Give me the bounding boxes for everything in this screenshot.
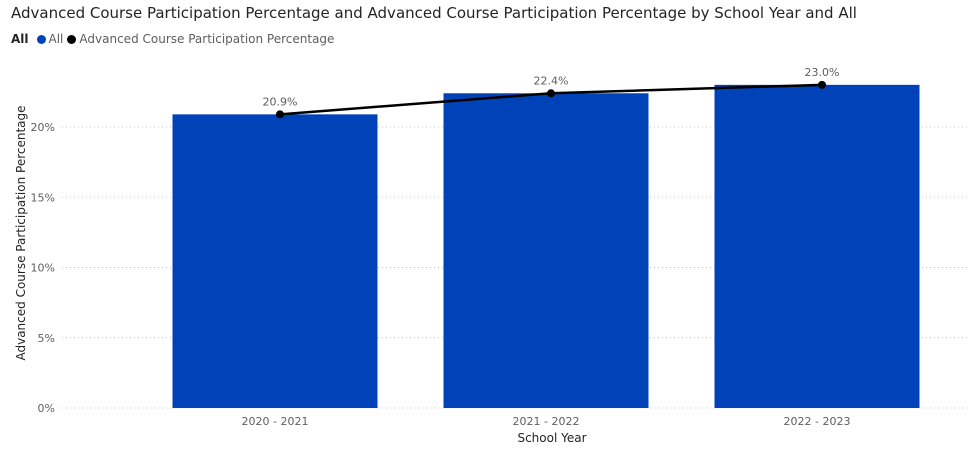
x-tick-label: 2022 - 2023 <box>784 415 851 428</box>
line-point <box>547 89 555 98</box>
chart-legend: All All Advanced Course Participation Pe… <box>11 32 338 46</box>
x-axis-title: School Year <box>517 431 586 445</box>
legend-item-participation[interactable]: Advanced Course Participation Percentage <box>67 32 334 46</box>
data-label: 23.0% <box>805 66 840 79</box>
y-tick-label: 0% <box>38 402 55 415</box>
data-label: 22.4% <box>534 74 569 87</box>
bar <box>172 114 378 408</box>
y-tick-label: 5% <box>38 332 55 345</box>
legend-label: All <box>48 32 64 46</box>
bar <box>714 84 920 408</box>
legend-dot-icon <box>67 34 77 44</box>
legend-label: Advanced Course Participation Percentage <box>79 32 335 46</box>
x-tick-label: 2020 - 2021 <box>242 415 309 428</box>
bar <box>443 93 649 408</box>
y-axis-title: Advanced Course Participation Percentage <box>14 105 28 360</box>
data-label: 20.9% <box>263 95 298 108</box>
x-tick-label: 2021 - 2022 <box>513 415 580 428</box>
chart-title: Advanced Course Participation Percentage… <box>11 4 857 22</box>
line-point <box>276 110 284 119</box>
legend-item-all[interactable]: All <box>36 32 64 46</box>
line-point <box>818 80 826 89</box>
legend-dot-icon <box>36 34 46 44</box>
y-tick-label: 10% <box>31 262 55 275</box>
y-tick-label: 15% <box>31 191 55 204</box>
y-tick-label: 20% <box>31 121 55 134</box>
legend-title: All <box>11 32 29 46</box>
